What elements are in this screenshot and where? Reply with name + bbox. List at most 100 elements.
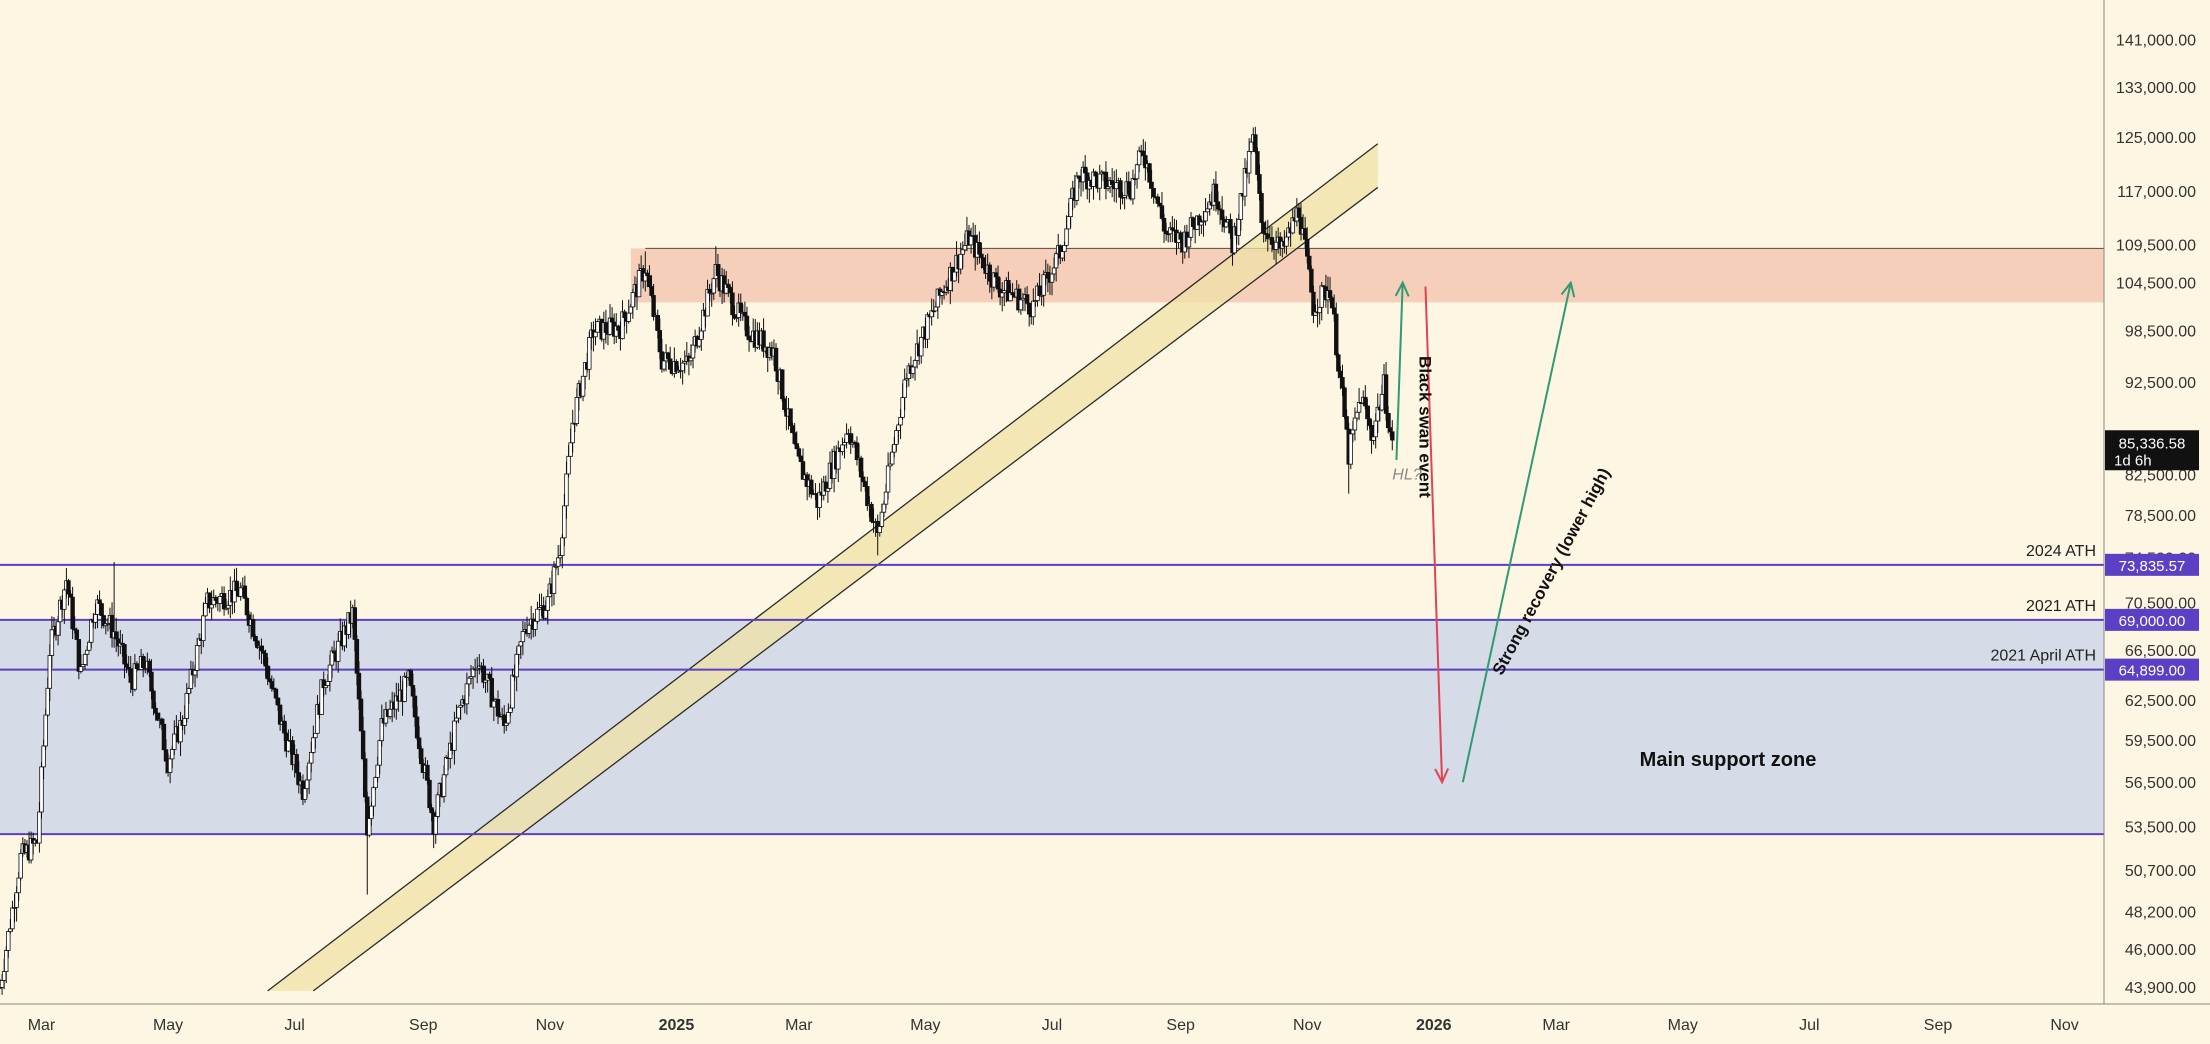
candle-body-2025-08-01 bbox=[1114, 182, 1119, 190]
candle-body-2025-07-10 bbox=[1068, 197, 1073, 217]
candle-body-2024-10-26 bbox=[535, 608, 540, 622]
candle-body-2024-11-14 bbox=[574, 397, 580, 424]
candle-body-2024-05-14 bbox=[192, 669, 198, 676]
candle-body-2024-04-10 bbox=[122, 644, 127, 665]
candle-body-2024-07-31 bbox=[354, 639, 360, 674]
x-tick-17: Nov bbox=[2050, 1017, 2078, 1034]
candle-body-2024-08-16 bbox=[387, 708, 393, 717]
candle-body-2024-08-27 bbox=[410, 685, 416, 697]
y-tick-2: 133,000.00 bbox=[2116, 80, 2196, 97]
candle-body-2024-06-07 bbox=[242, 585, 248, 599]
x-tick-5: Nov bbox=[536, 1017, 564, 1034]
candle-body-2025-07-06 bbox=[1060, 251, 1065, 259]
candle-body-2025-09-07 bbox=[1190, 217, 1196, 227]
candle-body-2025-11-13 bbox=[1329, 297, 1335, 309]
candle-body-2025-06-20 bbox=[1026, 302, 1032, 315]
candle-body-2024-12-01 bbox=[609, 317, 615, 323]
y-tick-7: 98,500.00 bbox=[2125, 324, 2196, 341]
x-tick-3: Jul bbox=[284, 1017, 304, 1034]
candle-body-2024-10-05 bbox=[491, 700, 497, 708]
candle-body-2025-05-23 bbox=[968, 235, 974, 246]
candle-body-2025-07-01 bbox=[1049, 273, 1055, 283]
candle-body-2025-09-21 bbox=[1219, 209, 1225, 220]
candle-body-2025-04-05 bbox=[869, 503, 874, 522]
candle-body-2024-03-22 bbox=[82, 653, 88, 665]
candle-body-2024-11-05 bbox=[555, 557, 561, 567]
y-tick-17: 56,500.00 bbox=[2125, 775, 2196, 792]
candle-body-2024-05-15 bbox=[194, 645, 200, 671]
channel-line-2 bbox=[312, 186, 1379, 992]
candle-body-2024-06-28 bbox=[286, 740, 291, 752]
candle-body-2025-08-19 bbox=[1151, 187, 1156, 198]
candle-body-2024-12-29 bbox=[668, 358, 673, 370]
support-zone-label: Main support zone bbox=[1640, 749, 1817, 771]
candle-body-2024-11-23 bbox=[593, 331, 598, 338]
x-tick-7: Mar bbox=[785, 1017, 813, 1034]
candle-body-2024-10-22 bbox=[526, 624, 532, 634]
candle-body-2024-09-16 bbox=[452, 720, 457, 751]
candle-body-2025-08-07 bbox=[1126, 181, 1131, 195]
candle-body-2024-08-29 bbox=[414, 716, 420, 739]
y-tick-6: 104,500.00 bbox=[2116, 276, 2196, 293]
candle-body-2024-04-22 bbox=[147, 660, 152, 673]
candle-body-2024-08-31 bbox=[419, 748, 424, 765]
x-tick-1: Mar bbox=[28, 1017, 56, 1034]
candle-body-2025-10-17 bbox=[1273, 241, 1279, 250]
candle-body-2025-09-05 bbox=[1186, 236, 1192, 248]
candle-body-2024-07-17 bbox=[325, 680, 331, 686]
candle-body-2024-04-29 bbox=[161, 723, 167, 751]
candle-body-2024-10-25 bbox=[533, 620, 538, 630]
y-tick-19: 50,700.00 bbox=[2125, 863, 2196, 880]
candle-body-2024-11-08 bbox=[562, 505, 567, 539]
candle-body-2024-06-23 bbox=[275, 697, 281, 706]
y-tick-18: 53,500.00 bbox=[2125, 820, 2196, 837]
candle-body-2024-09-23 bbox=[466, 677, 472, 685]
candle-body-2025-09-30 bbox=[1238, 193, 1244, 220]
current-price-timer: 1d 6h bbox=[2114, 452, 2152, 469]
candle-body-2025-07-30 bbox=[1109, 180, 1115, 185]
candle-body-2024-07-06 bbox=[302, 788, 308, 800]
candle-body-2024-02-11 bbox=[0, 980, 5, 988]
candle-body-2025-08-12 bbox=[1136, 150, 1142, 166]
candle-body-2024-08-11 bbox=[377, 740, 382, 766]
candle-body-2025-11-29 bbox=[1363, 396, 1368, 407]
candle-body-2024-05-09 bbox=[182, 718, 187, 726]
candle-body-2025-04-17 bbox=[894, 430, 899, 445]
candle-body-2024-03-09 bbox=[55, 621, 61, 636]
arrow-line-3 bbox=[1461, 282, 1572, 783]
arrow-line-1 bbox=[1395, 282, 1404, 461]
arrow-head-1 bbox=[1394, 280, 1410, 297]
candle-body-2024-08-02 bbox=[358, 698, 364, 732]
candle-body-2024-12-24 bbox=[657, 330, 663, 353]
candle-body-2024-12-14 bbox=[636, 270, 642, 298]
candle-body-2024-07-07 bbox=[304, 779, 310, 790]
candle-body-2024-02-20 bbox=[18, 852, 23, 879]
candle-body-2024-09-17 bbox=[454, 717, 459, 722]
candle-body-2025-03-24 bbox=[844, 433, 849, 443]
candle-body-2025-06-25 bbox=[1037, 285, 1042, 297]
y-tick-11: 78,500.00 bbox=[2125, 508, 2196, 525]
candle-body-2024-05-30 bbox=[226, 604, 231, 609]
candle-body-2025-01-09 bbox=[690, 344, 696, 359]
candle-body-2024-05-04 bbox=[172, 733, 177, 750]
candle-body-2024-11-12 bbox=[570, 422, 575, 444]
candle-body-2024-10-07 bbox=[495, 699, 501, 717]
candle-body-2024-08-04 bbox=[362, 758, 368, 798]
candle-body-2024-03-05 bbox=[47, 655, 52, 689]
candle-body-2025-07-17 bbox=[1082, 166, 1088, 174]
candle-body-2025-02-27 bbox=[792, 432, 797, 445]
candle-body-2024-10-30 bbox=[543, 610, 548, 619]
level-tag-bg-1 bbox=[2105, 553, 2199, 576]
candle-body-2025-05-20 bbox=[962, 244, 968, 251]
candle-body-2025-08-14 bbox=[1141, 150, 1146, 156]
candle-body-2025-08-18 bbox=[1149, 181, 1154, 189]
candle-body-2025-04-19 bbox=[898, 416, 903, 426]
y-tick-16: 59,500.00 bbox=[2125, 733, 2196, 750]
candle-body-2024-04-11 bbox=[124, 663, 129, 668]
candle-body-2025-05-28 bbox=[979, 253, 984, 259]
candle-body-2024-12-10 bbox=[628, 306, 633, 314]
candle-body-2025-04-21 bbox=[902, 379, 907, 398]
candle-body-2025-02-26 bbox=[790, 425, 795, 434]
candle-body-2025-04-13 bbox=[885, 465, 891, 493]
